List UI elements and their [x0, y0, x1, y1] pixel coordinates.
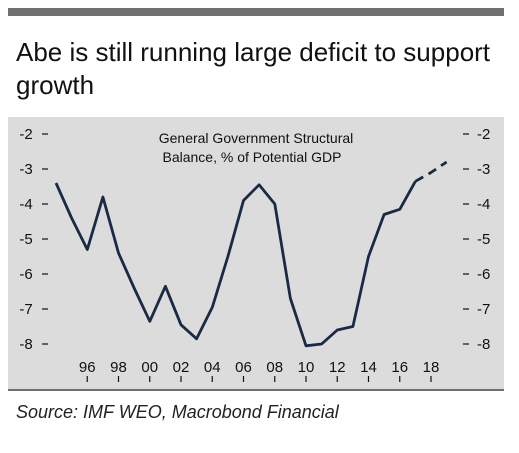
x-tick-label: 06 — [235, 359, 252, 376]
x-tick-label: 16 — [391, 359, 408, 376]
y-tick-label-left: -8 — [19, 336, 32, 353]
y-tick-label-right: -4 — [477, 196, 490, 213]
y-tick-label-right: -3 — [477, 161, 490, 178]
y-tick-label-right: -2 — [477, 126, 490, 143]
x-tick-label: 08 — [266, 359, 283, 376]
y-tick-label-left: -4 — [19, 196, 32, 213]
x-tick-label: 96 — [79, 359, 96, 376]
y-tick-label-left: -6 — [19, 266, 32, 283]
x-tick-label: 98 — [110, 359, 127, 376]
x-tick-label: 00 — [141, 359, 158, 376]
chart-axes: -2 -2 -3 -3 -4 -4 -5 -5 -6 -6 -7 -7 -8 -8 96 98 00 02 04 06… — [19, 126, 490, 382]
line-chart: General Government Structural Balance, %… — [19, 126, 490, 382]
forecast-line — [414, 160, 448, 183]
y-tick-label-left: -7 — [19, 301, 32, 318]
x-tick-label: 12 — [329, 359, 346, 376]
y-tick-label-right: -6 — [477, 266, 490, 283]
y-tick-label-left: -2 — [19, 126, 32, 143]
y-tick-label-right: -5 — [477, 231, 490, 248]
y-tick-label-right: -8 — [477, 336, 490, 353]
x-tick-label: 10 — [298, 359, 315, 376]
bottom-rule — [8, 389, 504, 391]
y-tick-label-right: -7 — [477, 301, 490, 318]
x-tick-label: 18 — [423, 359, 440, 376]
x-tick-label: 02 — [173, 359, 190, 376]
x-tick-label: 14 — [360, 359, 377, 376]
x-tick-label: 04 — [204, 359, 221, 376]
source-note: Source: IMF WEO, Macrobond Financial — [16, 402, 339, 422]
structural-balance-line — [54, 180, 417, 348]
y-tick-label-left: -5 — [19, 231, 32, 248]
top-rule — [8, 8, 504, 16]
chart-subtitle-line-1: General Government Structural — [159, 130, 354, 146]
chart-subtitle-line-2: Balance, % of Potential GDP — [163, 149, 342, 165]
y-tick-label-left: -3 — [19, 161, 32, 178]
chart-series — [54, 160, 448, 348]
chart-panel: General Government Structural Balance, %… — [8, 117, 504, 389]
page-title: Abe is still running large deficit to su… — [16, 37, 491, 100]
